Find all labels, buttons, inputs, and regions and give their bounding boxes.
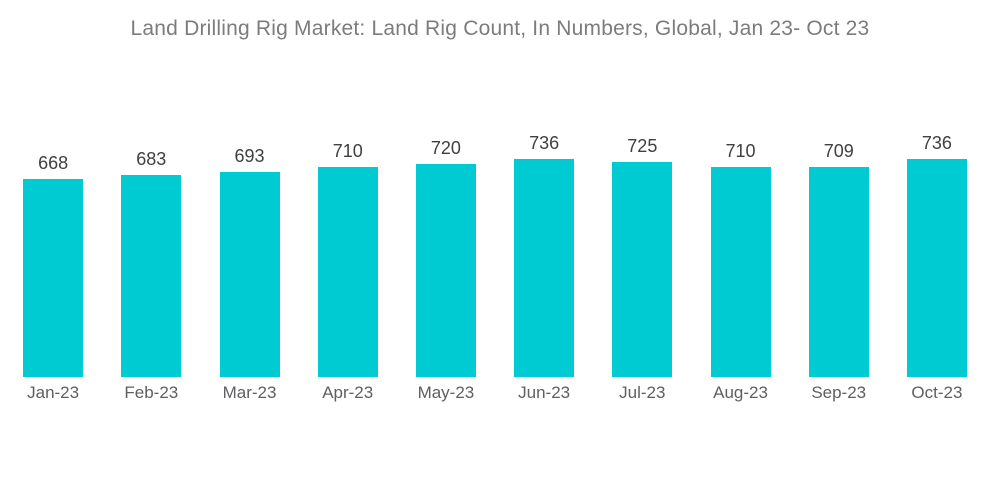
value-label: 736 (921, 133, 952, 153)
bar-may-23 (415, 164, 476, 377)
bar-column-mar-23: 693 (200, 0, 298, 377)
bar-jan-23 (23, 179, 84, 377)
bar-column-sep-23: 709 (790, 0, 888, 377)
value-label: 668 (38, 153, 69, 173)
x-axis-label: Feb-23 (124, 383, 179, 402)
x-axis-label: Mar-23 (222, 383, 277, 402)
x-axis-label: Aug-23 (713, 383, 768, 402)
bar-column-jun-23: 736 (495, 0, 593, 377)
bar-apr-23 (317, 167, 378, 377)
bar-column-jan-23: 668 (4, 0, 102, 377)
bar-column-apr-23: 710 (299, 0, 397, 377)
bar-column-aug-23: 710 (691, 0, 789, 377)
plot-area: 668 683 693 710 720 736 725 710 709 736 (4, 0, 986, 377)
value-label: 709 (823, 141, 854, 161)
chart-title: Land Drilling Rig Market: Land Rig Count… (130, 17, 870, 40)
x-axis-labels: Jan-23 Feb-23 Mar-23 Apr-23 May-23 Jun-23 Jul-… (4, 383, 986, 403)
bar-sep-23 (808, 167, 869, 377)
bar-column-oct-23: 736 (888, 0, 986, 377)
bar-mar-23 (219, 172, 280, 377)
bar-feb-23 (121, 175, 182, 377)
bar-column-may-23: 720 (397, 0, 495, 377)
value-label: 683 (136, 149, 167, 169)
x-axis-label: Jul-23 (619, 383, 666, 402)
bar-column-feb-23: 683 (102, 0, 200, 377)
bar-aug-23 (710, 167, 771, 377)
bar-jul-23 (612, 162, 673, 377)
x-axis-label: May-23 (417, 383, 475, 402)
value-label: 710 (725, 141, 756, 161)
bar-jun-23 (514, 159, 575, 377)
x-axis-label: Apr-23 (322, 383, 374, 402)
x-axis-label: Oct-23 (911, 383, 963, 402)
bar-oct-23 (906, 159, 967, 377)
value-label: 710 (332, 141, 363, 161)
x-axis-label: Sep-23 (811, 383, 867, 402)
x-axis-label: Jun-23 (518, 383, 571, 402)
x-axis-label: Jan-23 (27, 383, 80, 402)
value-label: 736 (529, 133, 560, 153)
value-label: 693 (234, 146, 265, 166)
value-label: 725 (627, 136, 658, 156)
bar-column-jul-23: 725 (593, 0, 691, 377)
value-label: 720 (430, 138, 461, 158)
